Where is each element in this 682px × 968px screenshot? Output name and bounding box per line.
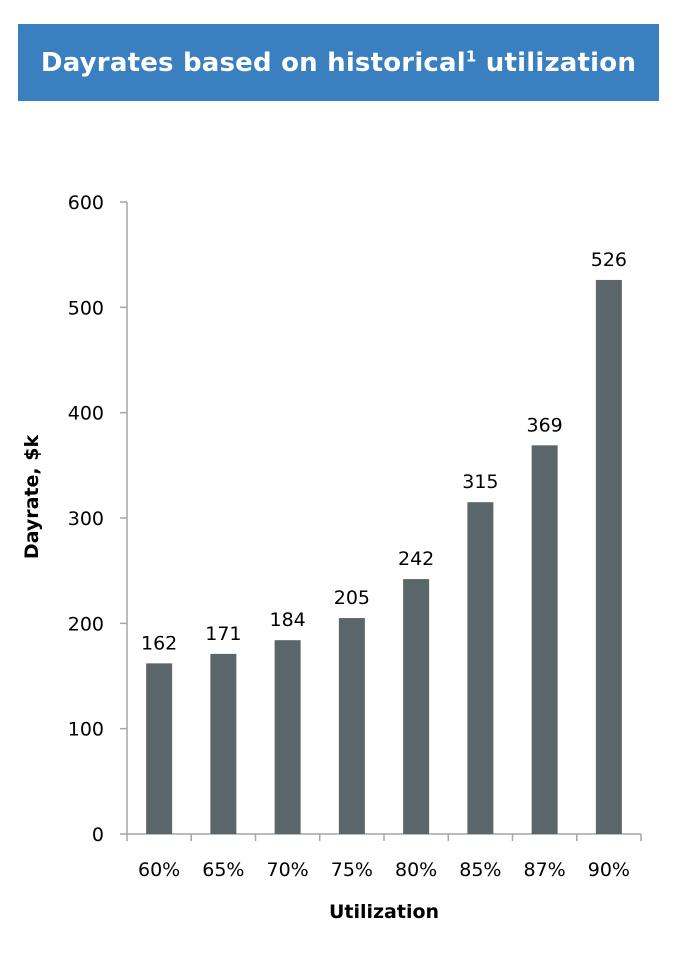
data-label: 526 <box>591 249 627 271</box>
data-label: 205 <box>334 587 370 609</box>
x-axis-title: Utilization <box>329 901 439 923</box>
bars <box>146 279 622 834</box>
chart-title: Dayrates based on historical1 utilizatio… <box>41 48 636 78</box>
data-label: 242 <box>398 548 434 570</box>
y-axis: 0 100 200 300 400 500 600 <box>68 192 128 846</box>
bar <box>531 445 558 834</box>
x-tick-label: 87% <box>524 859 566 881</box>
data-label: 315 <box>462 471 498 493</box>
x-tick-label: 85% <box>459 859 501 881</box>
bar <box>146 663 173 834</box>
title-main: Dayrates based on historical <box>40 47 466 78</box>
x-tick-label: 75% <box>331 859 373 881</box>
x-axis: 60% 65% 70% 75% 80% 85% 87% 90% <box>126 833 642 881</box>
y-axis-title: Dayrate, $k <box>21 435 43 560</box>
y-tick-label: 300 <box>68 508 104 530</box>
x-tick-label: 65% <box>202 859 244 881</box>
bar <box>338 618 365 834</box>
data-label: 184 <box>269 609 305 631</box>
y-tick-label: 500 <box>68 297 104 319</box>
y-tick-label: 200 <box>68 613 104 635</box>
y-tick-label: 600 <box>68 192 104 214</box>
data-label: 162 <box>141 632 177 654</box>
x-tick-label: 90% <box>588 859 630 881</box>
x-tick-label: 80% <box>395 859 437 881</box>
title-suffix: utilization <box>476 47 637 78</box>
bar <box>467 502 494 834</box>
bar <box>403 579 430 834</box>
y-tick-label: 100 <box>68 719 104 741</box>
data-labels: 162 171 184 205 242 315 369 526 <box>141 249 627 654</box>
x-tick-label: 70% <box>267 859 309 881</box>
bar <box>210 653 237 834</box>
data-label: 171 <box>205 623 241 645</box>
title-footnote-marker: 1 <box>465 46 477 65</box>
y-tick-label: 400 <box>68 403 104 425</box>
y-tick-label: 0 <box>92 824 104 846</box>
x-tick-label: 60% <box>138 859 180 881</box>
title-banner: Dayrates based on historical1 utilizatio… <box>18 24 659 101</box>
data-label: 369 <box>526 414 562 436</box>
bar <box>274 640 301 834</box>
bar <box>595 279 622 834</box>
